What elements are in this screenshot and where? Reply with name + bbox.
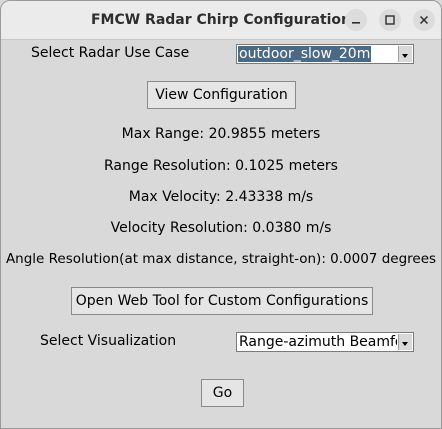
title-bar[interactable]: FMCW Radar Chirp Configuration — [1, 1, 441, 40]
open-web-tool-button[interactable]: Open Web Tool for Custom Configurations — [71, 287, 373, 315]
close-button[interactable] — [413, 9, 435, 31]
visualization-dropdown-arrow[interactable] — [398, 334, 412, 350]
visualization-label: Select Visualization — [40, 333, 177, 349]
maximize-button[interactable] — [379, 9, 401, 31]
angle-resolution-text: Angle Resolution(at max distance, straig… — [5, 251, 437, 267]
use-case-dropdown[interactable]: outdoor_slow_20m — [236, 44, 414, 64]
visualization-dropdown[interactable]: Range-azimuth Beamfor — [236, 332, 414, 352]
range-resolution-text: Range Resolution: 0.1025 meters — [104, 158, 338, 174]
minimize-button[interactable] — [345, 9, 367, 31]
velocity-resolution-text: Velocity Resolution: 0.0380 m/s — [110, 220, 332, 236]
minimize-icon — [352, 22, 360, 24]
go-button[interactable]: Go — [201, 379, 244, 407]
maximize-icon — [385, 15, 395, 25]
chevron-down-icon — [402, 54, 408, 58]
use-case-selected-value: outdoor_slow_20m — [238, 46, 372, 62]
close-icon — [419, 15, 429, 25]
visualization-selected-value: Range-azimuth Beamfor — [239, 334, 397, 350]
chevron-down-icon — [402, 342, 408, 346]
use-case-dropdown-arrow[interactable] — [398, 46, 412, 62]
max-velocity-text: Max Velocity: 2.43338 m/s — [128, 189, 314, 205]
window-title: FMCW Radar Chirp Configuration — [90, 12, 352, 28]
use-case-label: Select Radar Use Case — [31, 45, 190, 61]
max-range-text: Max Range: 20.9855 meters — [121, 126, 321, 142]
view-configuration-button[interactable]: View Configuration — [147, 81, 296, 109]
